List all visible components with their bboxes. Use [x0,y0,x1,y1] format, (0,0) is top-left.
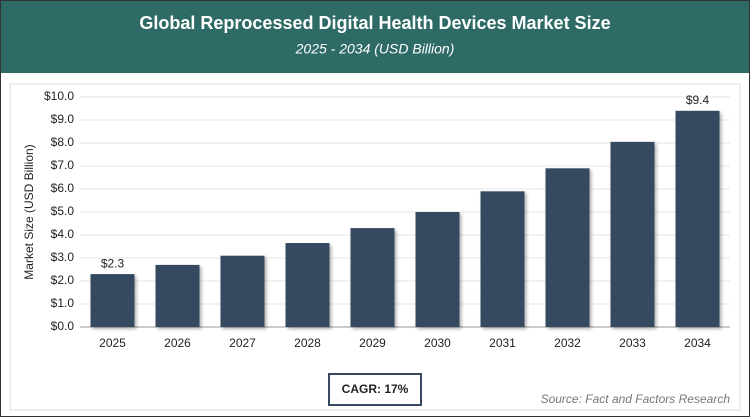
chart-subtitle: 2025 - 2034 (USD Billion) [295,41,455,57]
bar [350,228,395,327]
y-tick-label: $5.0 [51,204,75,218]
y-tick-label: $1.0 [51,296,75,310]
bar [285,243,330,327]
bar [545,168,590,327]
x-tick-label: 2027 [229,336,256,350]
y-tick-label: $3.0 [51,250,75,264]
y-tick-label: $8.0 [51,135,75,149]
cagr-box [328,373,422,406]
x-tick-label: 2030 [424,336,451,350]
bar [480,191,525,327]
chart-title: Global Reprocessed Digital Health Device… [139,13,610,33]
bar [155,264,200,327]
plot-frame [9,83,741,411]
bar [220,255,265,327]
y-tick-label: $9.0 [51,112,75,126]
y-tick-label: $6.0 [51,181,75,195]
x-tick-label: 2032 [554,336,581,350]
y-tick-label: $7.0 [51,158,75,172]
y-tick-label: $4.0 [51,227,75,241]
y-tick-label: $10.0 [44,89,74,103]
x-tick-label: 2034 [684,336,711,350]
y-tick-label: $0.0 [51,319,75,333]
source: Source: Fact and Factors Research [541,392,731,406]
x-tick-label: 2025 [99,336,126,350]
x-tick-label: 2028 [294,336,321,350]
bar [415,212,460,327]
value-label: $9.4 [686,93,710,107]
y-tick-label: $2.0 [51,273,75,287]
x-tick-label: 2031 [489,336,516,350]
x-tick-label: 2026 [164,336,191,350]
header [1,1,749,73]
x-tick-label: 2029 [359,336,386,350]
bar [90,274,135,327]
bar [675,110,720,327]
x-tick-label: 2033 [619,336,646,350]
value-label: $2.3 [101,256,125,270]
y-axis-label: Market Size (USD Billion) [22,144,36,279]
bar [610,141,655,327]
cagr-label: CAGR: 17% [342,382,409,396]
